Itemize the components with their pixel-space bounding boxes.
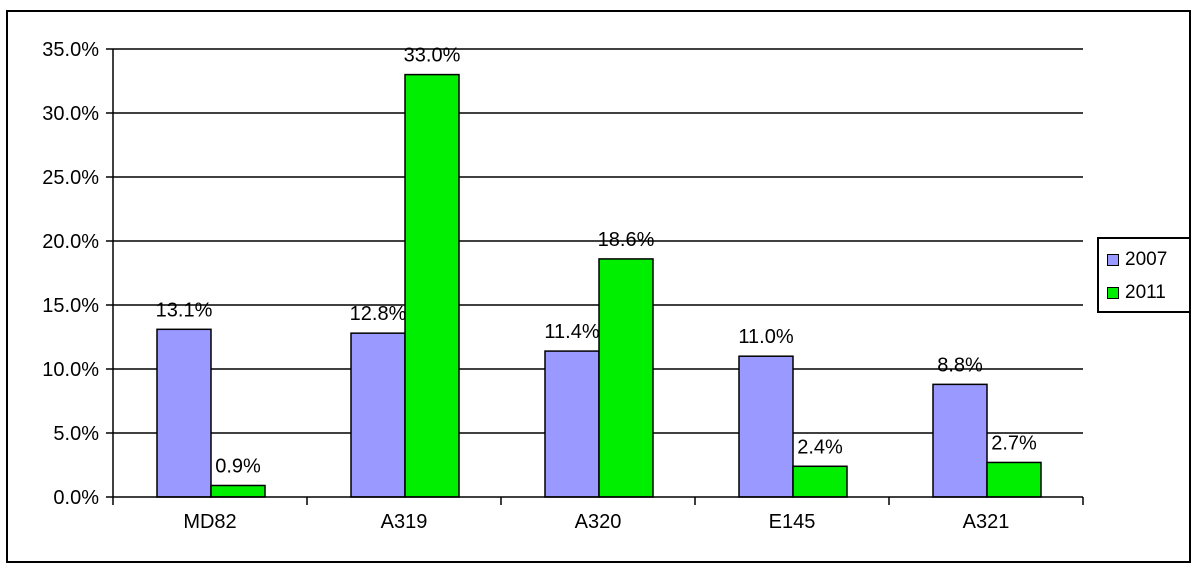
y-tick-label: 10.0%	[42, 359, 99, 381]
x-category-label: E145	[769, 511, 816, 533]
legend-swatch-2007	[1107, 254, 1119, 266]
legend-label-2011: 2011	[1125, 282, 1166, 303]
bars	[156, 73, 1042, 498]
x-category-label: MD82	[183, 511, 236, 533]
bar-2011-E145	[792, 465, 848, 498]
data-label-2011-MD82: 0.9%	[215, 455, 261, 477]
labels: 0.0% 5.0% 10.0% 15.0% 20.0% 25.0% 30.0% 35.0% MD…	[42, 39, 1037, 533]
bar-2007-MD82	[156, 328, 212, 498]
bar-2007-E145	[738, 355, 794, 498]
y-tick-label: 5.0%	[53, 423, 99, 445]
y-tick-label: 20.0%	[42, 231, 99, 253]
data-label-2011-A319: 33.0%	[404, 45, 461, 67]
y-tick-label: 15.0%	[42, 295, 99, 317]
x-category-label: A321	[963, 511, 1010, 533]
y-tick-label: 30.0%	[42, 103, 99, 125]
gridlines	[113, 48, 1083, 434]
bar-2011-A319	[404, 73, 460, 498]
y-tick-label: 35.0%	[42, 39, 99, 61]
bar-2007-A320	[544, 350, 600, 498]
x-category-label: A319	[381, 511, 428, 533]
legend-item-2011: 2011	[1107, 281, 1166, 305]
x-category-label: A320	[575, 511, 622, 533]
data-label-2011-E145: 2.4%	[797, 436, 843, 458]
data-label-2011-A320: 18.6%	[598, 229, 655, 251]
y-tick-label: 0.0%	[53, 487, 99, 509]
data-label-2007-A319: 12.8%	[350, 303, 407, 325]
data-label-2007-MD82: 13.1%	[156, 299, 213, 321]
bar-2011-A320	[598, 258, 654, 498]
legend: 2007 2011	[1097, 237, 1191, 313]
data-label-2007-A321: 8.8%	[937, 354, 983, 376]
axes	[106, 48, 1084, 505]
legend-swatch-2011	[1107, 287, 1119, 299]
bar-2007-A321	[932, 383, 988, 498]
bar-2011-A321	[986, 461, 1042, 498]
data-label-2011-A321: 2.7%	[991, 432, 1037, 454]
bar-2007-A319	[350, 332, 406, 498]
legend-label-2007: 2007	[1125, 249, 1168, 270]
data-label-2007-E145: 11.0%	[738, 326, 793, 348]
data-label-2007-A320: 11.4%	[544, 321, 599, 343]
bar-2011-MD82	[210, 484, 266, 498]
legend-item-2007: 2007	[1107, 248, 1167, 272]
y-tick-label: 25.0%	[42, 167, 99, 189]
